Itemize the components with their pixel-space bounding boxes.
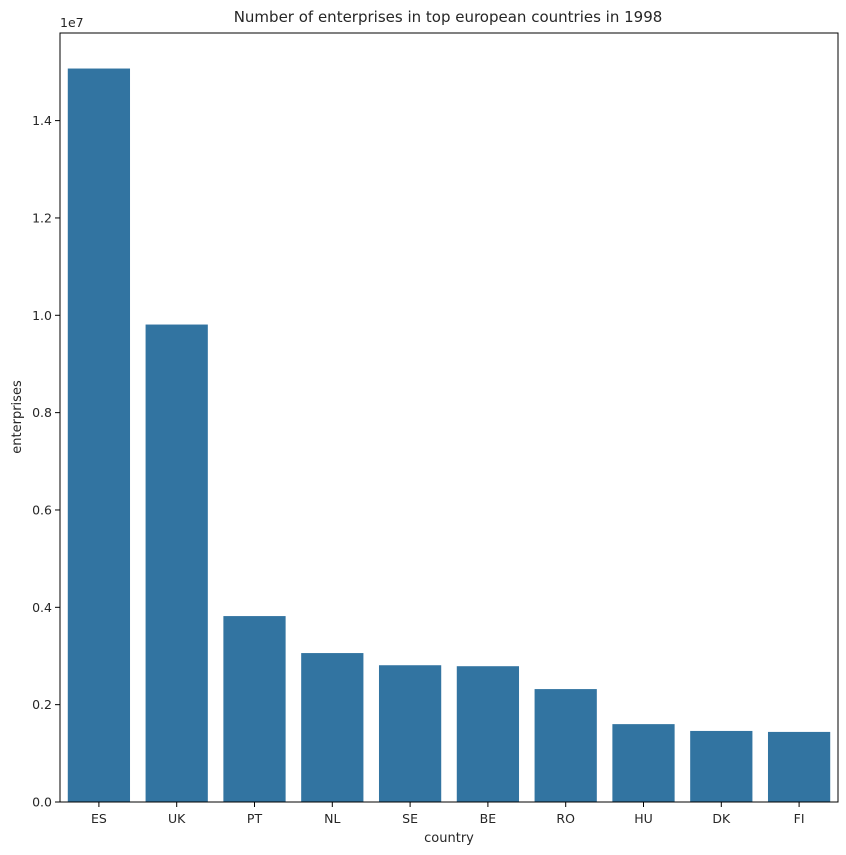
x-tick-label-es: ES [91,811,107,826]
y-axis-label: enterprises [10,380,25,454]
bars-group [67,68,831,803]
x-tick-label-se: SE [402,811,418,826]
bar-be [456,666,520,802]
chart-title: Number of enterprises in top european co… [234,8,663,26]
y-tick-label: 0.0 [32,795,52,810]
bar-ro [534,689,597,802]
bar-uk [145,324,208,802]
x-tick-label-nl: NL [324,811,340,826]
bar-nl [301,653,364,802]
x-tick-label-ro: RO [556,811,575,826]
x-tick-label-uk: UK [168,811,186,826]
y-tick-label: 0.8 [32,405,52,420]
plot-frame [59,32,839,803]
y-scale-label: 1e7 [60,15,84,30]
bar-dk [690,730,753,802]
y-tick-label: 1.4 [32,113,52,128]
y-tick-label: 0.2 [32,697,52,712]
bar-es [67,68,131,803]
x-axis-label: country [424,831,474,846]
x-tick-label-be: BE [480,811,497,826]
y-tick-label: 0.6 [32,502,52,517]
bar-se [378,665,442,802]
y-tick-label: 1.2 [32,210,52,225]
x-ticks-group: ES UK PT NL SE BE RO HU DK FI [91,802,805,826]
y-ticks-group: 0.0 0.2 0.4 0.6 0.8 1.0 1.2 1.4 [32,113,60,810]
bar-hu [612,724,675,802]
x-tick-label-hu: HU [634,811,653,826]
x-tick-label-fi: FI [794,811,805,826]
y-tick-label: 0.4 [32,600,52,615]
bar-fi [767,731,831,802]
x-tick-label-pt: PT [247,811,263,826]
bar-pt [223,616,286,802]
x-tick-label-dk: DK [712,811,731,826]
y-tick-label: 1.0 [32,308,52,323]
